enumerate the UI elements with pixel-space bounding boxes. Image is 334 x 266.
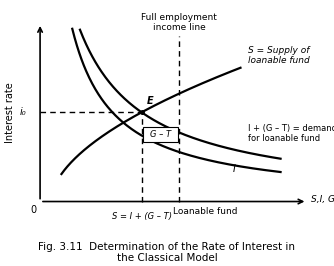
Text: S = I + (G – T): S = I + (G – T) (112, 212, 172, 221)
Text: 0: 0 (30, 205, 36, 215)
Text: I + (G – T) = demand
for loanable fund: I + (G – T) = demand for loanable fund (248, 124, 334, 143)
Text: S,I, G – T: S,I, G – T (311, 195, 334, 204)
Text: I: I (232, 164, 235, 174)
Text: Fig. 3.11  Determination of the Rate of Interest in
the Classical Model: Fig. 3.11 Determination of the Rate of I… (38, 242, 296, 263)
Text: Interest rate: Interest rate (5, 82, 15, 143)
Text: Full employment
income line: Full employment income line (141, 13, 217, 32)
Text: i₀: i₀ (20, 107, 27, 117)
Text: G – T: G – T (150, 130, 171, 139)
Text: E: E (147, 96, 153, 106)
Text: Loanable fund: Loanable fund (173, 207, 238, 217)
Bar (143, 127, 178, 142)
Text: S = Supply of
loanable fund: S = Supply of loanable fund (248, 45, 310, 65)
